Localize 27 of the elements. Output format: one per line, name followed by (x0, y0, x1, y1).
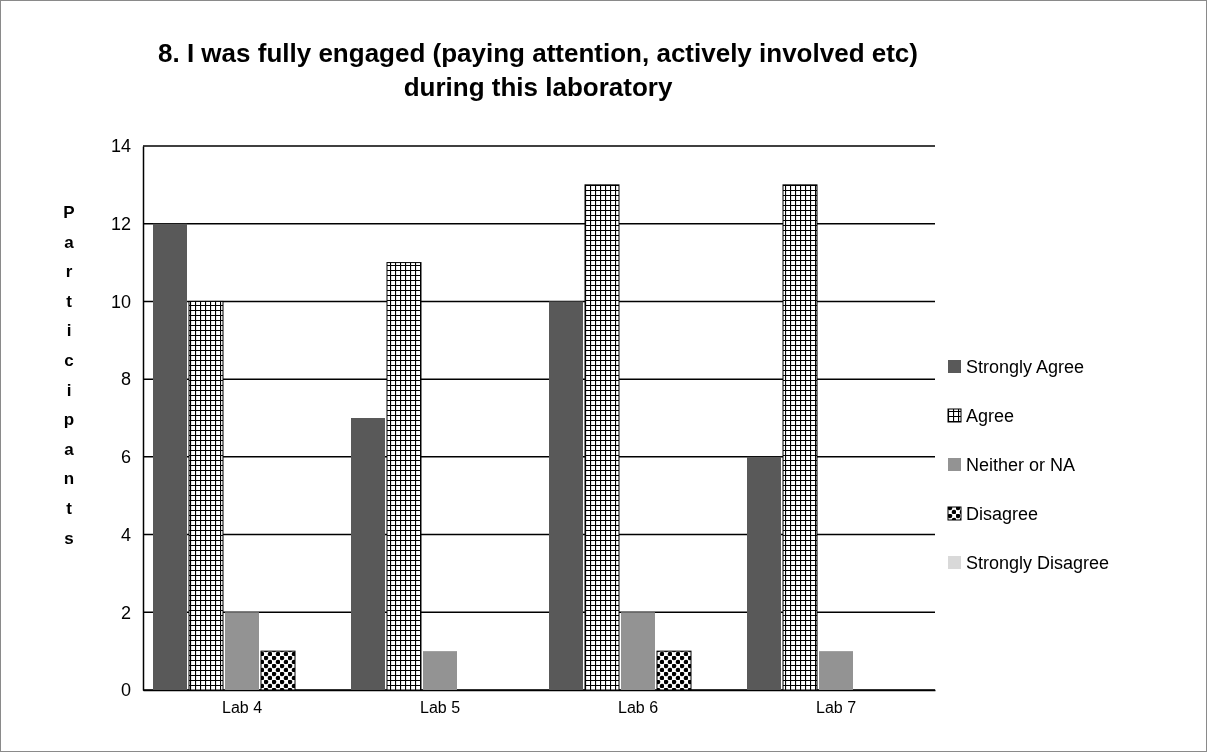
legend-label: Disagree (966, 504, 1039, 524)
x-tick-label: Lab 7 (815, 699, 857, 717)
bar (747, 456, 781, 690)
y-tick-label: 6 (120, 447, 131, 468)
x-tick-label: Lab 4 (221, 699, 263, 717)
y-tick-label: 10 (110, 291, 131, 312)
y-tick-label: 4 (120, 524, 131, 545)
bar (621, 612, 655, 690)
y-tick-label: 12 (110, 213, 131, 234)
bar (153, 223, 187, 690)
legend-label: Neither or NA (966, 455, 1076, 475)
y-tick-label: 8 (120, 369, 131, 390)
bar (423, 651, 457, 690)
chart-title: 8. I was fully engaged (paying attention, actively involved etc) during this laboratory (158, 38, 918, 102)
bar (819, 651, 853, 690)
y-tick-label: 2 (120, 602, 131, 623)
legend-label: Agree (966, 406, 1015, 426)
y-tick-label: 0 (120, 680, 131, 701)
legend-label: Strongly Disagree (966, 553, 1110, 573)
legend-label: Strongly Agree (966, 357, 1085, 377)
bar (351, 418, 385, 690)
bar (549, 301, 583, 690)
bar (225, 612, 259, 690)
y-tick-label: 14 (110, 136, 131, 157)
text: Participants (63, 203, 75, 548)
x-tick-label: Lab 5 (419, 699, 461, 717)
x-tick-label: Lab 6 (617, 699, 659, 717)
